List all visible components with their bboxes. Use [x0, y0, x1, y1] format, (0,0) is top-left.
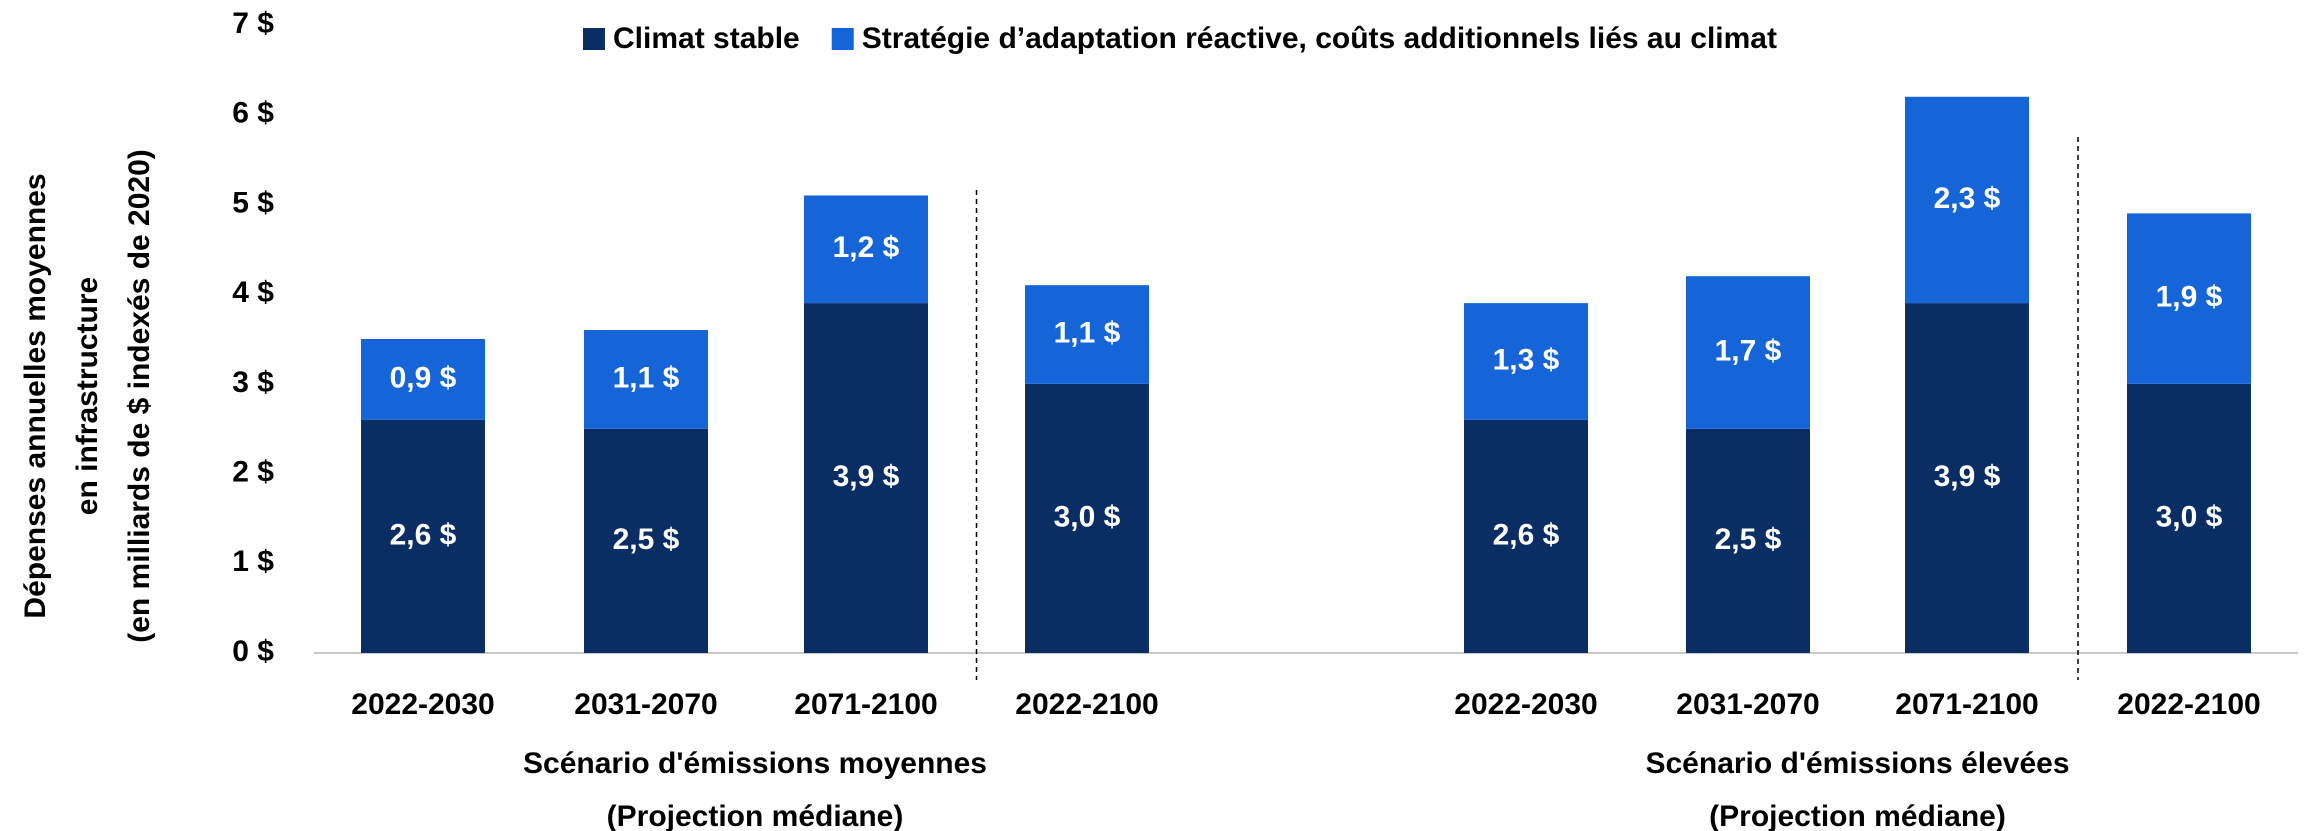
bar-segment	[2127, 383, 2251, 653]
x-tick-label: 2031-2070	[574, 688, 717, 721]
value-label: 3,0 $	[2156, 500, 2223, 533]
bar-segment	[1025, 285, 1149, 384]
x-tick-label: 2031-2070	[1676, 688, 1819, 721]
value-label: 2,5 $	[613, 523, 680, 556]
value-label: 2,6 $	[1493, 518, 1560, 551]
x-tick-label: 2071-2100	[1895, 688, 2038, 721]
value-label: 3,0 $	[1054, 500, 1121, 533]
value-label: 1,1 $	[613, 361, 680, 394]
value-label: 3,9 $	[833, 460, 900, 493]
legend-label: Stratégie d’adaptation réactive, coûts a…	[862, 22, 1777, 55]
y-tick-label: 7 $	[232, 7, 274, 40]
y-tick-label: 5 $	[232, 186, 274, 219]
value-label: 2,3 $	[1934, 182, 2001, 215]
y-axis-label: (en milliards de $ indexés de 2020)	[123, 149, 156, 643]
bar-segment	[1905, 303, 2029, 653]
bar-segment	[584, 428, 708, 653]
y-axis-label: en infrastructure	[71, 277, 104, 515]
y-tick-label: 4 $	[232, 276, 274, 309]
value-label: 1,7 $	[1715, 334, 1782, 367]
bar-segment	[1464, 303, 1588, 420]
y-axis-label: Dépenses annuelles moyennes	[19, 173, 52, 618]
y-tick-label: 6 $	[232, 97, 274, 130]
legend-label: Climat stable	[613, 22, 800, 55]
group-label: (Projection médiane)	[1709, 800, 2006, 831]
x-tick-label: 2022-2100	[1015, 688, 1158, 721]
bar-segment	[2127, 213, 2251, 384]
bar-segment	[1464, 419, 1588, 653]
group-label: Scénario d'émissions moyennes	[523, 747, 987, 780]
value-label: 2,5 $	[1715, 523, 1782, 556]
bar-segment	[804, 195, 928, 304]
bar-segment	[804, 303, 928, 653]
x-tick-label: 2022-2030	[1454, 688, 1597, 721]
y-tick-label: 0 $	[232, 635, 274, 668]
x-tick-label: 2022-2030	[351, 688, 494, 721]
legend-swatch	[831, 28, 854, 50]
value-label: 1,9 $	[2156, 281, 2223, 314]
y-tick-label: 1 $	[232, 545, 274, 578]
bar-segment	[584, 330, 708, 429]
legend-swatch	[583, 28, 605, 50]
x-tick-label: 2071-2100	[794, 688, 937, 721]
bar-segment	[1905, 96, 2029, 304]
group-label: (Projection médiane)	[607, 800, 904, 831]
value-label: 3,9 $	[1934, 460, 2001, 493]
bar-segment	[1686, 276, 1810, 429]
bar-segment	[1025, 383, 1149, 653]
bar-segment	[361, 339, 485, 420]
value-label: 1,2 $	[833, 231, 900, 264]
y-tick-label: 2 $	[232, 455, 274, 488]
bar-segment	[361, 419, 485, 653]
group-label: Scénario d'émissions élevées	[1645, 747, 2069, 780]
value-label: 0,9 $	[390, 361, 457, 394]
value-label: 1,1 $	[1054, 316, 1121, 349]
value-label: 1,3 $	[1493, 343, 1560, 376]
value-label: 2,6 $	[390, 518, 457, 551]
bar-segment	[1686, 428, 1810, 653]
x-tick-label: 2022-2100	[2117, 688, 2260, 721]
y-tick-label: 3 $	[232, 366, 274, 399]
